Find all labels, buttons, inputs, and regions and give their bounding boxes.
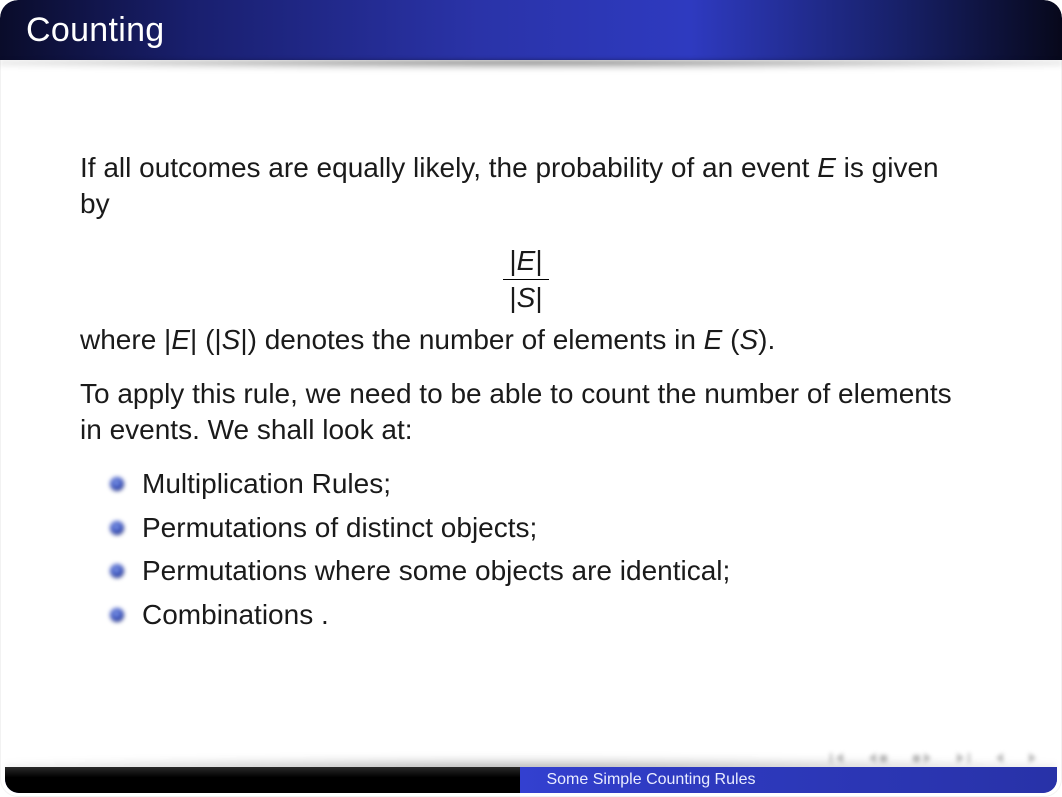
nav-forward-icon[interactable] — [1029, 753, 1036, 763]
slide: Counting If all outcomes are equally lik… — [0, 0, 1062, 797]
var-S: S — [739, 324, 758, 355]
fraction-denominator: |S| — [503, 283, 548, 314]
nav-next-icon[interactable] — [913, 753, 931, 763]
probability-fraction: |E| |S| — [503, 246, 548, 315]
var-E: E — [517, 245, 536, 276]
var-S: S — [222, 324, 241, 355]
footer-section: Some Simple Counting Rules — [520, 767, 1057, 793]
nav-icons-row — [830, 753, 1036, 763]
text: |) denotes the number of elements in — [240, 324, 703, 355]
paragraph-3: To apply this rule, we need to be able t… — [80, 376, 972, 448]
nav-first-icon[interactable] — [830, 753, 843, 763]
title-bar: Counting — [0, 0, 1062, 60]
text: where | — [80, 324, 171, 355]
list-item: Permutations where some objects are iden… — [110, 553, 972, 589]
var-E: E — [704, 324, 723, 355]
footer-bar: Some Simple Counting Rules — [5, 767, 1057, 793]
paragraph-2: where |E| (|S|) denotes the number of el… — [80, 322, 972, 358]
fraction-bar — [503, 279, 548, 280]
footer-section-title: Some Simple Counting Rules — [546, 771, 755, 789]
var-S: S — [517, 282, 536, 313]
list-item: Permutations of distinct objects; — [110, 510, 972, 546]
list-item: Combinations . — [110, 597, 972, 633]
footer-progress — [5, 767, 520, 793]
paragraph-1: If all outcomes are equally likely, the … — [80, 150, 972, 222]
var-E: E — [817, 152, 836, 183]
nav-back-icon[interactable] — [996, 753, 1003, 763]
text: | (| — [190, 324, 222, 355]
text: ( — [722, 324, 739, 355]
bullet-list: Multiplication Rules; Permutations of di… — [110, 466, 972, 633]
title-bar-shadow — [0, 60, 1062, 74]
nav-prev-icon[interactable] — [869, 753, 887, 763]
list-item: Multiplication Rules; — [110, 466, 972, 502]
text: ). — [758, 324, 775, 355]
text: If all outcomes are equally likely, the … — [80, 152, 817, 183]
slide-content: If all outcomes are equally likely, the … — [80, 150, 972, 641]
nav-last-icon[interactable] — [957, 753, 970, 763]
fraction-numerator: |E| — [503, 246, 548, 277]
var-E: E — [171, 324, 190, 355]
slide-title: Counting — [26, 11, 165, 50]
fraction-block: |E| |S| — [80, 240, 972, 323]
